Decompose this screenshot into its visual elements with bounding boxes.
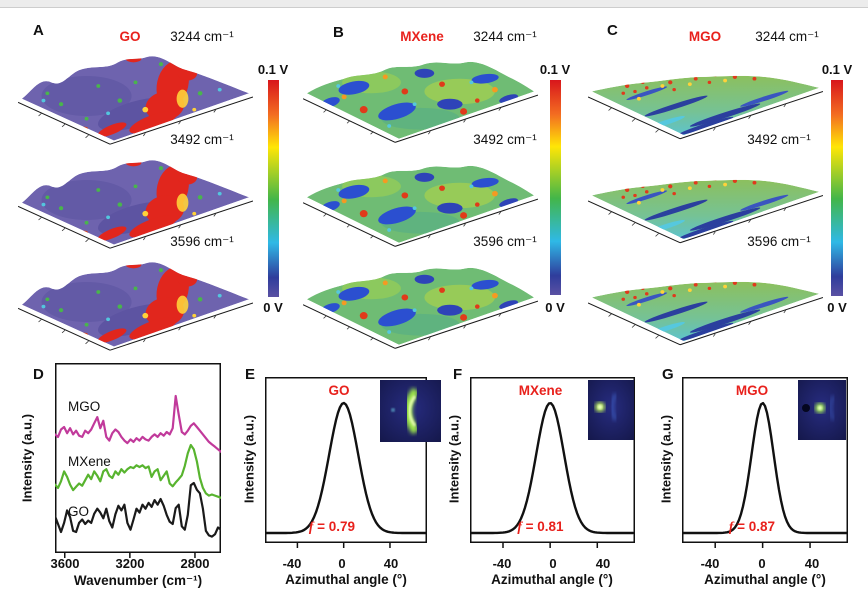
top-rule xyxy=(0,0,868,8)
wavenumber-label: 3244 cm⁻¹ xyxy=(755,29,819,44)
x-axis-label: Azimuthal angle (°) xyxy=(491,572,613,587)
surface-map-MXene-3596 xyxy=(303,252,538,352)
colorbar-min-label: 0 V xyxy=(263,300,283,315)
x-axis-label: Azimuthal angle (°) xyxy=(285,572,407,587)
wavenumber-label: 3244 cm⁻¹ xyxy=(170,29,234,44)
panel-letter-G: G xyxy=(662,366,674,383)
plot-frame xyxy=(265,377,427,543)
x-tick-label: 40 xyxy=(804,556,820,571)
f-value: = 0.81 xyxy=(521,519,564,534)
curve xyxy=(55,443,221,499)
x-tick-label: 0 xyxy=(338,556,346,571)
azimuthal-plot-GO xyxy=(265,377,427,548)
panel-letter-A: A xyxy=(33,22,44,39)
x-tick-label: 40 xyxy=(383,556,399,571)
surface-map-GO-3244 xyxy=(18,46,253,146)
panel-letter-E: E xyxy=(245,366,256,383)
azimuthal-plot-MXene xyxy=(470,377,635,548)
y-axis-label: Intensity (a.u.) xyxy=(446,414,462,504)
colorbar-max-label: 0.1 V xyxy=(539,62,571,77)
wavenumber-label: 3244 cm⁻¹ xyxy=(473,29,537,44)
xrd-inset-MGO xyxy=(798,380,846,440)
curve xyxy=(682,401,848,535)
xrd-inset-GO xyxy=(380,380,441,442)
x-tick-label: 3600 xyxy=(50,556,80,571)
y-axis-label: Intensity (a.u.) xyxy=(241,414,257,504)
colorbar xyxy=(831,80,843,296)
plot-title-MGO: MGO xyxy=(735,383,769,398)
curve xyxy=(265,401,427,535)
x-tick-label: 40 xyxy=(595,556,611,571)
plot-frame xyxy=(470,377,635,543)
curve xyxy=(470,402,635,535)
colorbar-min-label: 0 V xyxy=(545,300,565,315)
colorbar xyxy=(550,80,561,295)
x-tick-label: -40 xyxy=(700,556,720,571)
plot-frame xyxy=(55,363,221,553)
azimuthal-plot-MGO xyxy=(682,377,848,548)
surface-map-MGO-3596 xyxy=(588,252,823,352)
colorbar xyxy=(268,80,279,297)
x-tick-label: 3200 xyxy=(115,556,145,571)
material-label-MXene: MXene xyxy=(400,29,444,44)
wavenumber-label: 3596 cm⁻¹ xyxy=(170,234,234,249)
orientation-factor-label: f = 0.87 xyxy=(669,519,835,535)
panel-letter-B: B xyxy=(333,24,344,41)
surface-map-GO-3596 xyxy=(18,252,253,352)
x-axis-label: Azimuthal angle (°) xyxy=(704,572,826,587)
x-tick-label: -40 xyxy=(282,556,302,571)
wavenumber-label: 3492 cm⁻¹ xyxy=(747,132,811,147)
series-label-MXene: MXene xyxy=(68,454,111,469)
x-tick-label: 0 xyxy=(758,556,766,571)
f-symbol: f xyxy=(517,519,522,534)
surface-map-MXene-3244 xyxy=(303,46,538,146)
orientation-factor-label: f = 0.81 xyxy=(458,519,623,535)
wavenumber-label: 3596 cm⁻¹ xyxy=(747,234,811,249)
series-label-MGO: MGO xyxy=(68,399,101,414)
series-label-GO: GO xyxy=(68,504,90,519)
material-label-GO: GO xyxy=(119,29,141,44)
panel-letter-D: D xyxy=(33,366,44,383)
orientation-factor-label: f = 0.79 xyxy=(251,519,413,535)
x-tick-label: -40 xyxy=(492,556,512,571)
colorbar-max-label: 0.1 V xyxy=(821,62,853,77)
f-symbol: f xyxy=(728,519,734,534)
panel-letter-C: C xyxy=(607,22,618,39)
x-tick-label: 0 xyxy=(549,556,557,571)
plot-title-GO: GO xyxy=(328,383,350,398)
curve xyxy=(55,394,221,453)
spectra-plot xyxy=(55,363,221,558)
y-axis-label: Intensity (a.u.) xyxy=(19,413,35,503)
surface-map-MGO-3244 xyxy=(588,46,823,146)
xrd-inset-MXene xyxy=(588,380,634,440)
panel-letter-F: F xyxy=(453,366,463,383)
colorbar-min-label: 0 V xyxy=(827,300,847,315)
wavenumber-label: 3596 cm⁻¹ xyxy=(473,234,537,249)
wavenumber-label: 3492 cm⁻¹ xyxy=(473,132,537,147)
wavenumber-label: 3492 cm⁻¹ xyxy=(170,132,234,147)
y-axis-label: Intensity (a.u.) xyxy=(658,414,674,504)
material-label-MGO: MGO xyxy=(688,29,722,44)
f-value: = 0.79 xyxy=(313,519,356,534)
f-symbol: f xyxy=(308,519,314,534)
plot-title-MXene: MXene xyxy=(518,383,563,398)
x-tick-label: 2800 xyxy=(180,556,210,571)
f-value: = 0.87 xyxy=(733,519,776,534)
x-axis-label: Wavenumber (cm⁻¹) xyxy=(73,573,203,588)
plot-frame xyxy=(682,377,848,543)
curve xyxy=(55,481,221,538)
colorbar-max-label: 0.1 V xyxy=(257,62,289,77)
